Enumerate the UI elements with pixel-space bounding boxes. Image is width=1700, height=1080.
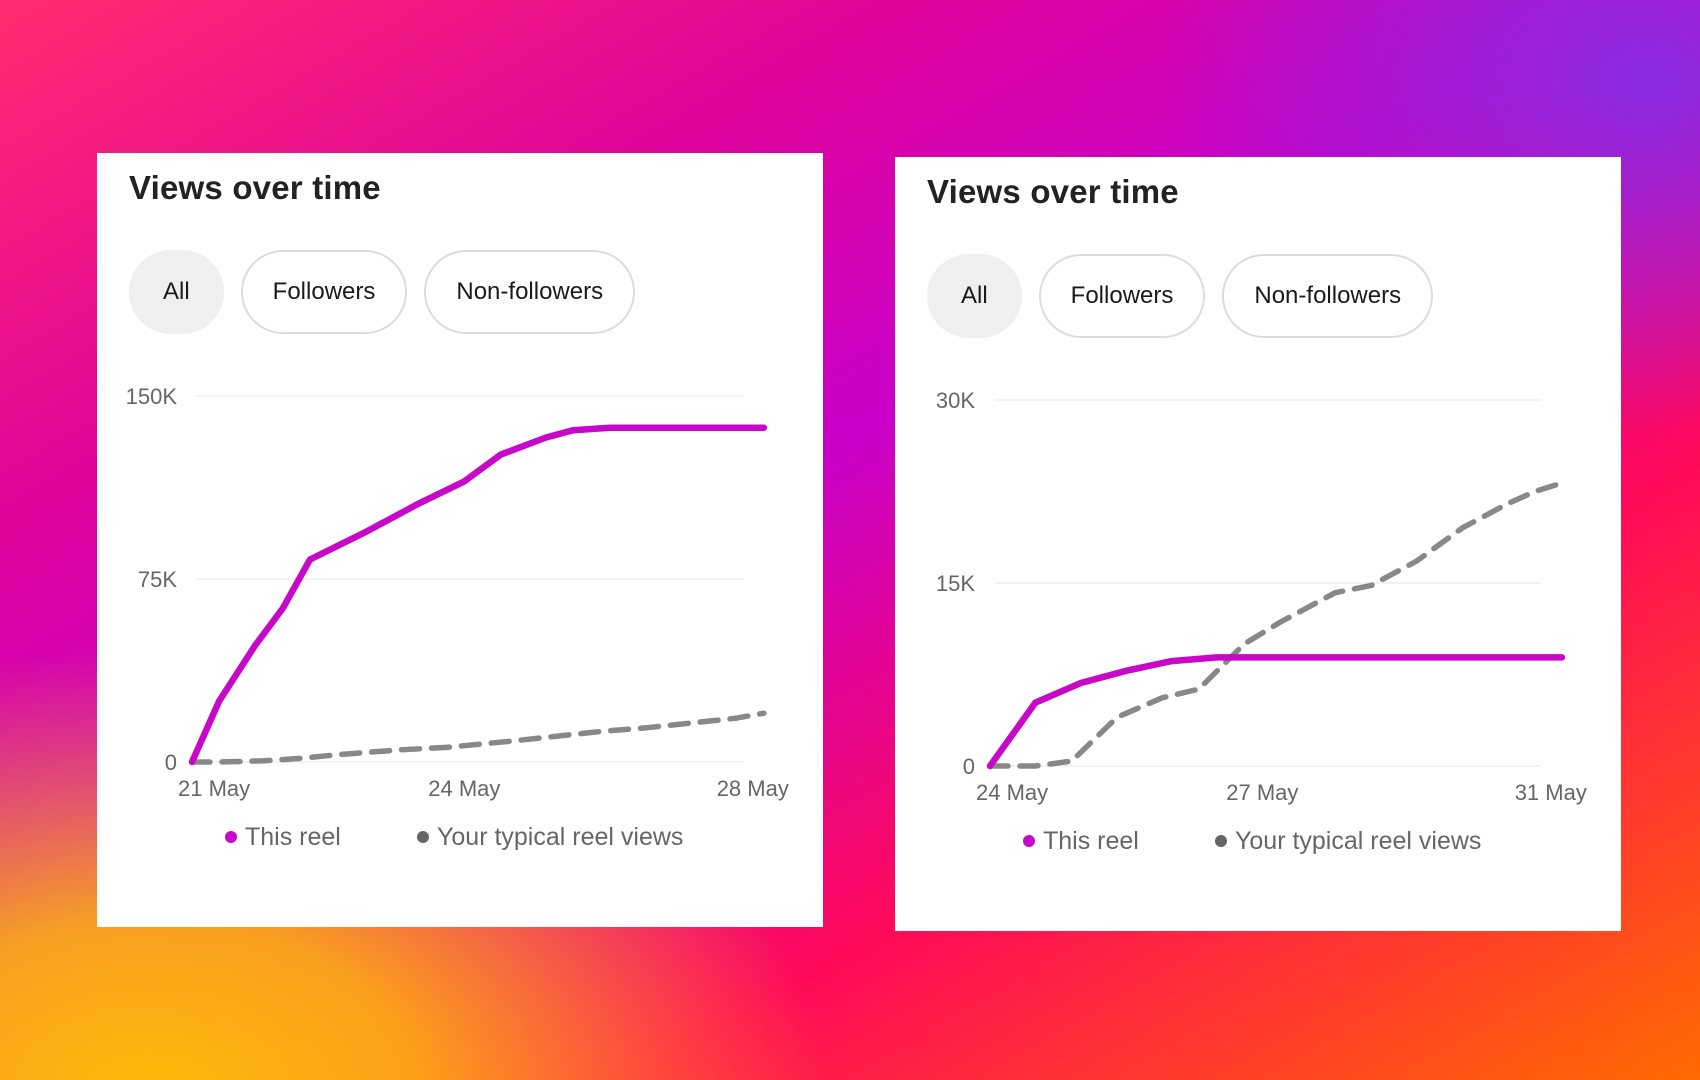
views-line-chart: 0 15K 30K 24 May 27 May 31 May This reel Your t… (936, 388, 1587, 855)
series-line-typical-reel-views (189, 710, 767, 765)
card-title: Views over time (129, 169, 381, 206)
chart-card-1: Views over time All Followers Non-follow… (97, 153, 823, 927)
series-line-typical-reel-views (987, 480, 1565, 769)
tab-all[interactable]: All (927, 254, 1022, 338)
tab-all[interactable]: All (129, 250, 224, 334)
series-line-this-reel (188, 424, 768, 766)
tab-non-followers[interactable]: Non-followers (424, 250, 636, 334)
x-tick-label: 21 May (178, 776, 250, 801)
y-tick-label: 30K (936, 388, 975, 413)
series-line-this-reel (986, 654, 1566, 770)
legend-dot-typical-reel-views (1215, 835, 1227, 847)
x-tick-label: 27 May (1226, 780, 1298, 805)
tab-followers[interactable]: Followers (240, 250, 408, 334)
legend-label-this-reel: This reel (1043, 827, 1139, 855)
legend-dot-this-reel (225, 831, 237, 843)
y-tick-label: 0 (963, 754, 975, 779)
x-tick-label: 24 May (428, 776, 500, 801)
y-tick-label: 0 (165, 750, 177, 775)
x-tick-label: 24 May (976, 780, 1048, 805)
audience-tabs: All Followers Non-followers (927, 254, 1434, 338)
legend-dot-this-reel (1023, 835, 1035, 847)
legend-dot-typical-reel-views (417, 831, 429, 843)
chart-card-2: Views over time All Followers Non-follow… (895, 157, 1621, 931)
views-line-chart: 0 75K 150K 21 May 24 May 28 May This reel Your … (126, 384, 789, 851)
y-tick-label: 150K (126, 384, 178, 409)
x-tick-label: 28 May (717, 776, 789, 801)
legend-label-this-reel: This reel (245, 823, 341, 851)
x-tick-label: 31 May (1515, 780, 1587, 805)
audience-tabs: All Followers Non-followers (129, 250, 636, 334)
y-tick-label: 15K (936, 571, 975, 596)
tab-followers[interactable]: Followers (1038, 254, 1206, 338)
tab-non-followers[interactable]: Non-followers (1222, 254, 1434, 338)
card-title: Views over time (927, 173, 1179, 210)
y-tick-label: 75K (138, 567, 177, 592)
legend-label-typical-reel-views: Your typical reel views (437, 823, 683, 851)
legend-label-typical-reel-views: Your typical reel views (1235, 827, 1481, 855)
